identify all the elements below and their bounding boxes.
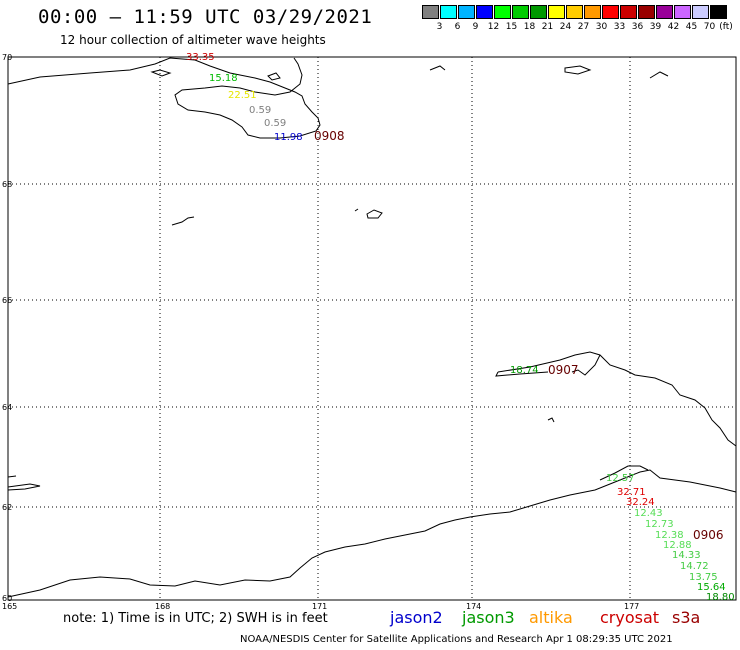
color-scale-label: 18 [523, 22, 536, 32]
wave-height-label: 22.51 [228, 90, 257, 101]
lat-label-70: 70 [2, 53, 12, 62]
color-scale-unit: (ft) [719, 22, 733, 32]
color-scale-label: 6 [454, 22, 461, 32]
wave-height-label: 12.43 [634, 508, 663, 519]
pass-time-label: 0907 [548, 363, 579, 377]
lat-label-66: 66 [2, 296, 12, 305]
wave-height-label: 12.88 [663, 540, 692, 551]
satellite-legend-altika: altika [529, 608, 573, 627]
color-swatch [566, 5, 583, 19]
color-swatch [692, 5, 709, 19]
wave-height-label: 32.24 [626, 497, 655, 508]
satellite-legend-cryosat: cryosat [600, 608, 660, 627]
color-swatch [548, 5, 565, 19]
wave-height-label: 11.98 [274, 132, 303, 143]
wave-height-label: 0.59 [249, 105, 271, 116]
satellite-legend-jason3: jason3 [462, 608, 515, 627]
color-scale-label: 21 [541, 22, 554, 32]
pass-time-labels: 0908 0907 0906 [314, 129, 724, 542]
color-scale-label: 30 [595, 22, 608, 32]
lat-label-68: 68 [2, 180, 12, 189]
lon-label-177: 177 [624, 602, 639, 611]
wave-height-label: 15.18 [209, 73, 238, 84]
axis-labels: 70 68 66 64 62 60 165 168 171 174 177 [2, 53, 639, 611]
wave-height-label: 15.64 [697, 582, 726, 593]
color-swatch [656, 5, 673, 19]
color-swatch [494, 5, 511, 19]
lat-label-62: 62 [2, 503, 12, 512]
color-scale-label: 12 [487, 22, 500, 32]
coastline [7, 57, 737, 598]
wave-height-label: 14.33 [672, 550, 701, 561]
wave-height-label: 12.73 [645, 519, 674, 530]
lon-label-165: 165 [2, 602, 17, 611]
color-scale-label: 70 [703, 22, 716, 32]
color-swatch [602, 5, 619, 19]
wave-height-labels: 33.35 15.18 22.51 0.59 0.59 11.98 18.74 12.57 32… [186, 52, 735, 603]
color-swatch [476, 5, 493, 19]
color-swatch [512, 5, 529, 19]
page-title: 00:00 – 11:59 UTC 03/29/2021 [38, 6, 373, 28]
lon-label-174: 174 [466, 602, 481, 611]
color-scale-label: 27 [577, 22, 590, 32]
wave-height-label: 0.59 [264, 118, 286, 129]
wave-height-label: 32.71 [617, 487, 646, 498]
wave-height-label: 18.80 [706, 592, 735, 603]
map-frame [7, 56, 737, 601]
color-swatch [620, 5, 637, 19]
footer-note: note: 1) Time is in UTC; 2) SWH is in fe… [63, 611, 328, 626]
color-scale-label: 39 [649, 22, 662, 32]
satellite-legend-jason2: jason2 [390, 608, 443, 627]
lat-label-64: 64 [2, 403, 12, 412]
lat-label-60: 60 [2, 594, 12, 603]
wave-height-label: 12.57 [606, 473, 635, 484]
color-scale-label: 15 [505, 22, 518, 32]
pass-time-label: 0908 [314, 129, 345, 143]
satellite-legend-s3a: s3a [672, 608, 701, 627]
color-swatch [638, 5, 655, 19]
wave-height-label: 18.74 [510, 365, 539, 376]
graticule [8, 57, 736, 600]
color-scale-label: 45 [685, 22, 698, 32]
color-scale-label: 33 [613, 22, 626, 32]
color-swatch [458, 5, 475, 19]
wave-height-label: 33.35 [186, 52, 215, 63]
color-swatch [710, 5, 727, 19]
wave-height-label: 13.75 [689, 572, 718, 583]
color-swatch [422, 5, 439, 19]
color-swatch [440, 5, 457, 19]
color-scale-label: 24 [559, 22, 572, 32]
color-scale-label: 36 [631, 22, 644, 32]
color-swatch [530, 5, 547, 19]
lon-label-168: 168 [155, 602, 170, 611]
pass-time-label: 0906 [693, 528, 724, 542]
color-swatch [674, 5, 691, 19]
color-scale-label: 3 [436, 22, 443, 32]
lon-label-171: 171 [312, 602, 327, 611]
wave-height-label: 12.38 [655, 530, 684, 541]
color-scale-label: 42 [667, 22, 680, 32]
color-swatch [584, 5, 601, 19]
color-scale-label: 9 [472, 22, 479, 32]
wave-height-label: 14.72 [680, 561, 709, 572]
credit-line: NOAA/NESDIS Center for Satellite Applica… [240, 634, 673, 645]
page-subtitle: 12 hour collection of altimeter wave hei… [60, 33, 326, 47]
